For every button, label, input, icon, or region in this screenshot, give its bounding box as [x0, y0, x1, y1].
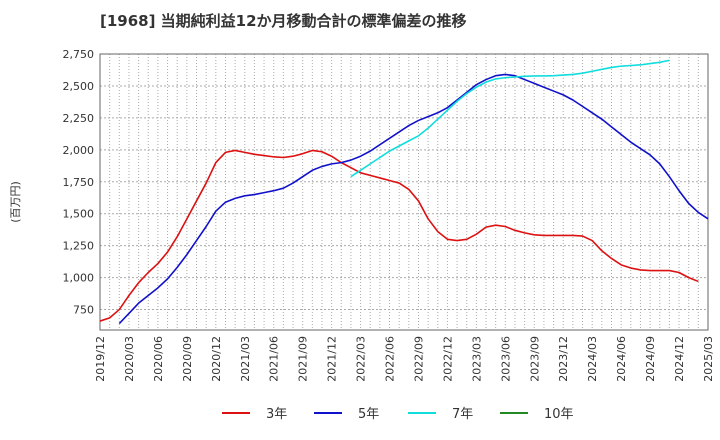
y-tick-label: 1,000 [63, 272, 95, 285]
legend-label-2: 7年 [452, 407, 473, 422]
plot-frame [99, 53, 709, 331]
series-line-1 [118, 73, 709, 325]
y-tick-label: 2,250 [63, 112, 95, 125]
chart-title: [1968] 当期純利益12か月移動合計の標準偏差の推移 [100, 12, 467, 30]
x-tick-label: 2022/03 [355, 336, 368, 382]
x-tick-label: 2024/09 [644, 336, 657, 382]
y-tick-label: 1,750 [63, 176, 95, 189]
x-tick-label: 2023/09 [528, 336, 541, 382]
y-tick-label: 750 [73, 304, 94, 317]
x-tick-label: 2021/09 [297, 336, 310, 382]
x-axis-ticks: 2019/12 2020/03 2020/06 2020/09 2020/12 2021/… [94, 336, 715, 382]
x-tick-label: 2020/06 [152, 336, 165, 382]
x-tick-label: 2024/12 [673, 336, 686, 382]
legend: 3年 5年 7年 10年 [222, 407, 574, 422]
y-tick-label: 2,000 [63, 144, 95, 157]
x-tick-label: 2025/03 [702, 336, 715, 382]
x-tick-label: 2024/06 [615, 336, 628, 382]
y-tick-label: 2,500 [63, 80, 95, 93]
series-layer [99, 59, 709, 325]
y-tick-label: 1,250 [63, 240, 95, 253]
x-tick-label: 2021/12 [326, 336, 339, 382]
series-line-0 [99, 149, 699, 322]
legend-label-3: 10年 [544, 407, 574, 422]
legend-label-0: 3年 [266, 407, 287, 422]
y-axis-ticks: 750 1,000 1,250 1,500 1,750 2,000 2,250 2,500 2,… [63, 48, 95, 317]
y-tick-label: 2,750 [63, 48, 95, 61]
x-tick-label: 2024/03 [586, 336, 599, 382]
series-line-2 [350, 59, 670, 178]
x-tick-label: 2023/12 [557, 336, 570, 382]
x-tick-label: 2022/06 [384, 336, 397, 382]
x-tick-label: 2021/06 [268, 336, 281, 382]
x-tick-label: 2020/03 [123, 336, 136, 382]
y-tick-label: 1,500 [63, 208, 95, 221]
x-tick-label: 2023/03 [470, 336, 483, 382]
x-tick-label: 2023/06 [499, 336, 512, 382]
legend-label-1: 5年 [358, 407, 379, 422]
x-tick-label: 2020/12 [210, 336, 223, 382]
x-tick-label: 2020/09 [181, 336, 194, 382]
x-tick-label: 2022/09 [412, 336, 425, 382]
grid-layer [100, 53, 708, 330]
x-tick-label: 2021/03 [239, 336, 252, 382]
y-axis-label: (百万円) [9, 181, 22, 223]
x-tick-label: 2019/12 [94, 336, 107, 382]
x-tick-label: 2022/12 [441, 336, 454, 382]
